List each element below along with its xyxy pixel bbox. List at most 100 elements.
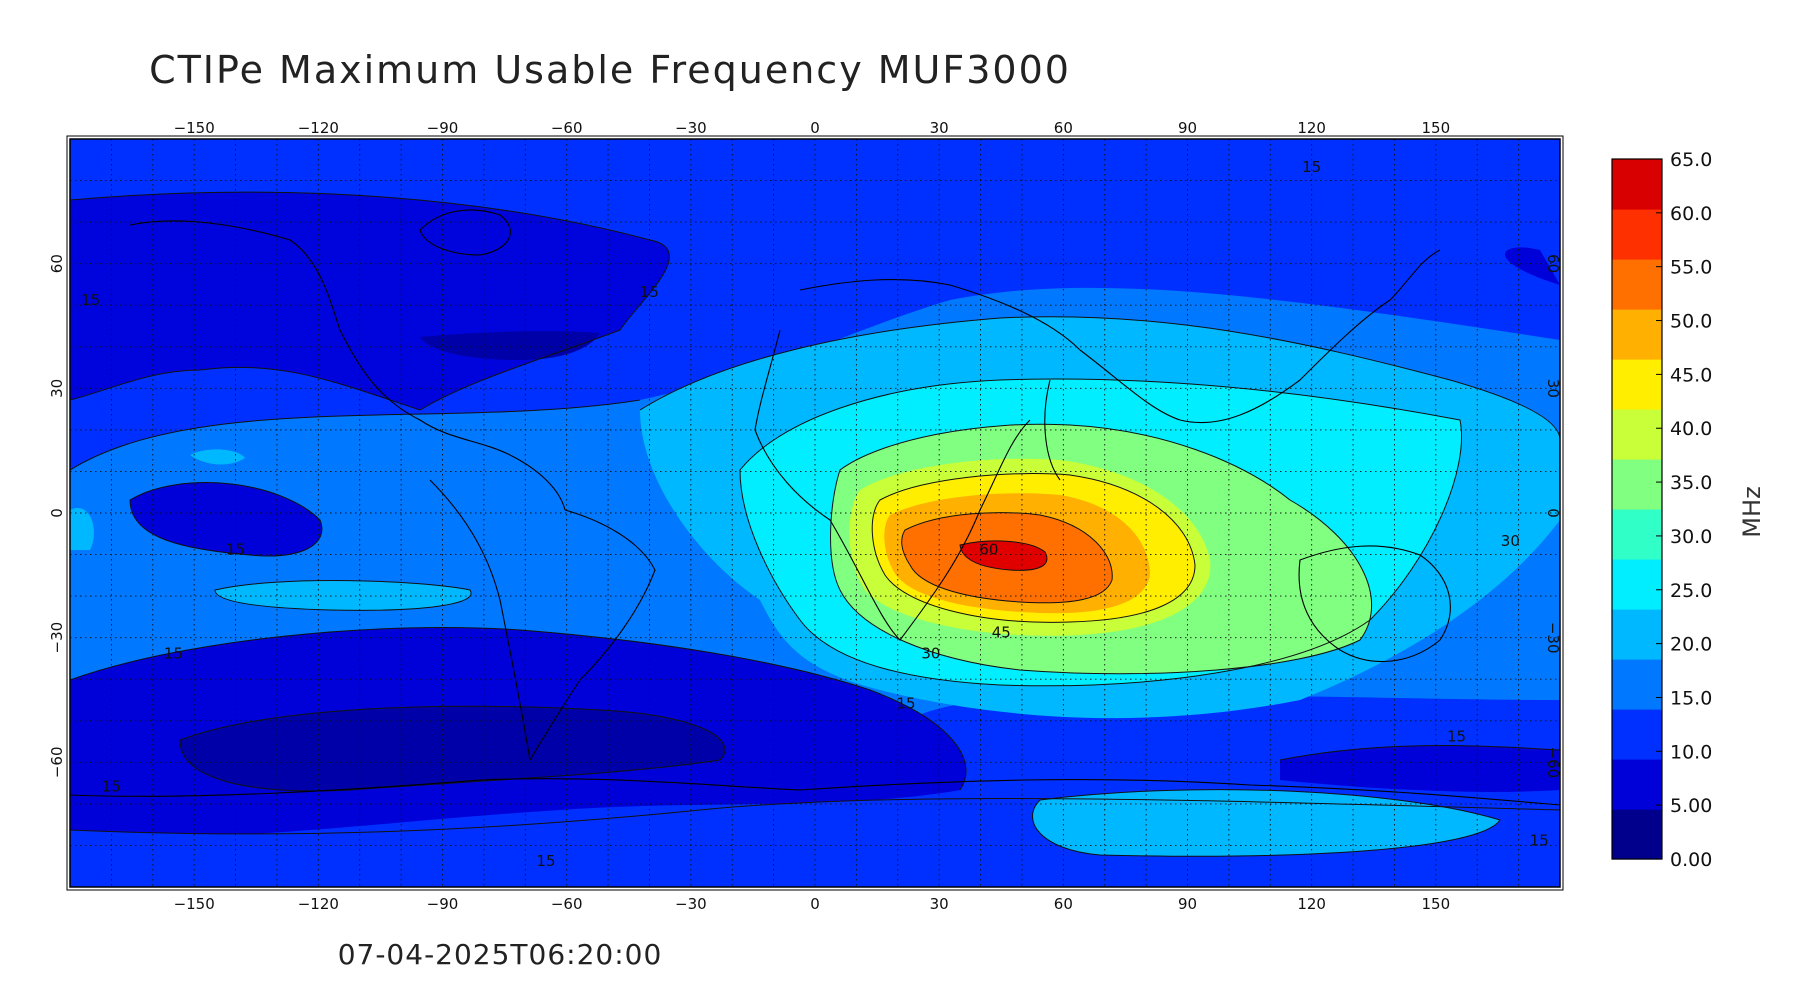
lon-tick-label-bottom: 60 bbox=[1054, 895, 1073, 913]
contour-line bbox=[1279, 745, 1560, 761]
colorbar-segment bbox=[1612, 159, 1662, 210]
lat-tick-label-right: 30 bbox=[1544, 379, 1562, 398]
lat-tick-label-left: 0 bbox=[48, 508, 66, 518]
lon-tick-label-top: −30 bbox=[675, 119, 707, 137]
lon-tick-label-top: 150 bbox=[1422, 119, 1451, 137]
band-pacific-stripe bbox=[215, 580, 472, 611]
colorbar-tick-label: 20.0 bbox=[1670, 634, 1712, 656]
contour-line bbox=[214, 580, 472, 611]
contour-line bbox=[1032, 789, 1501, 857]
lon-tick-label-top: −60 bbox=[551, 119, 583, 137]
contour-line bbox=[70, 626, 967, 791]
lat-tick-label-right: −60 bbox=[1544, 747, 1562, 779]
colorbar-tick-label: 40.0 bbox=[1670, 418, 1712, 440]
contour-line bbox=[129, 482, 323, 557]
timestamp: 07-04-2025T06:20:00 bbox=[337, 938, 663, 971]
lon-tick-label-bottom: 150 bbox=[1422, 895, 1451, 913]
contour-line bbox=[70, 399, 641, 471]
axis-labels: −150 −150 −120 −120 −90 −90 −60 −60 −30 −30 0 0 30 30… bbox=[48, 119, 1562, 913]
colorbar-tick-label: 25.0 bbox=[1670, 580, 1712, 602]
africa-coast bbox=[754, 329, 1031, 641]
contour-line bbox=[959, 540, 1048, 571]
colorbar: 65.0 60.0 55.0 50.0 45.0 40.0 35.0 30.0 25.0 20.0… bbox=[1611, 149, 1766, 871]
contour-line bbox=[830, 423, 1373, 675]
contour-value-label: 15 bbox=[1302, 158, 1321, 176]
colorbar-tick-label: 30.0 bbox=[1670, 526, 1712, 548]
europe-coast bbox=[799, 278, 1081, 351]
contour-line bbox=[739, 378, 1462, 687]
colorbar-unit-label: MHz bbox=[1738, 486, 1766, 537]
contour-line bbox=[901, 512, 1113, 604]
lon-tick-label-bottom: −60 bbox=[551, 895, 583, 913]
colorbar-segment bbox=[1612, 459, 1662, 510]
lat-tick-label-left: −30 bbox=[48, 622, 66, 654]
lon-tick-label-bottom: −150 bbox=[174, 895, 215, 913]
colorbar-frame bbox=[1611, 158, 1663, 860]
lon-tick-label-top: −150 bbox=[174, 119, 215, 137]
band-northeast-low bbox=[1505, 247, 1560, 285]
contour-value-label: 15 bbox=[536, 852, 555, 870]
map-outer-frame bbox=[66, 135, 1564, 891]
colorbar-tick-label: 60.0 bbox=[1670, 203, 1712, 225]
lon-tick-label-bottom: −30 bbox=[675, 895, 707, 913]
colorbar-tick-label: 0.00 bbox=[1670, 849, 1712, 871]
colorbar-segments bbox=[1612, 159, 1662, 860]
colorbar-segment bbox=[1612, 509, 1662, 560]
contour-value-label: 15 bbox=[897, 694, 916, 712]
contour-value-label: 60 bbox=[979, 541, 998, 559]
colorbar-segment bbox=[1612, 409, 1662, 460]
colorbar-tick-label: 45.0 bbox=[1670, 364, 1712, 386]
lat-tick-label-right: 0 bbox=[1544, 508, 1562, 518]
band-pacific-spot bbox=[190, 449, 245, 465]
colorbar-tick-label: 55.0 bbox=[1670, 257, 1712, 279]
band-antarctic-highlight bbox=[1032, 789, 1500, 857]
contour-value-label: 15 bbox=[1447, 728, 1466, 746]
band-north-america-min bbox=[420, 331, 600, 360]
graticule bbox=[70, 139, 1560, 887]
colorbar-segment bbox=[1612, 559, 1662, 610]
colorbar-tick-label: 35.0 bbox=[1670, 472, 1712, 494]
colorbar-tick-label: 15.0 bbox=[1670, 687, 1712, 709]
colorbar-tick-label: 50.0 bbox=[1670, 311, 1712, 333]
colorbar-segment bbox=[1612, 609, 1662, 660]
contour-line bbox=[70, 797, 1560, 835]
contour-value-label: 15 bbox=[164, 644, 183, 662]
colorbar-segment bbox=[1612, 359, 1662, 410]
lat-tick-label-left: 30 bbox=[48, 379, 66, 398]
colorbar-segment bbox=[1612, 659, 1662, 710]
colorbar-segment bbox=[1612, 709, 1662, 760]
contour-lines bbox=[70, 191, 1560, 857]
colorbar-segment bbox=[1612, 759, 1662, 810]
colorbar-segment bbox=[1612, 309, 1662, 360]
contour-value-label: 15 bbox=[102, 777, 121, 795]
south-america-west-coast bbox=[429, 479, 531, 761]
greenland-coast bbox=[419, 209, 511, 256]
asia-coast bbox=[1079, 249, 1441, 424]
lon-tick-label-bottom: 120 bbox=[1297, 895, 1326, 913]
lon-tick-label-top: −120 bbox=[298, 119, 339, 137]
colorbar-segment bbox=[1612, 809, 1662, 860]
lon-tick-label-bottom: 90 bbox=[1178, 895, 1197, 913]
lon-tick-label-top: 90 bbox=[1178, 119, 1197, 137]
lon-tick-label-top: 0 bbox=[810, 119, 820, 137]
lon-tick-label-bottom: 30 bbox=[930, 895, 949, 913]
band-pacific-low bbox=[130, 482, 322, 556]
lat-tick-label-left: −60 bbox=[48, 747, 66, 779]
colorbar-tick-label: 65.0 bbox=[1670, 149, 1712, 171]
colorbar-segment bbox=[1612, 209, 1662, 260]
lat-tick-label-right: 60 bbox=[1544, 254, 1562, 273]
lat-tick-label-right: −30 bbox=[1544, 622, 1562, 654]
chart-title: CTIPe Maximum Usable Frequency MUF3000 bbox=[149, 48, 1071, 92]
australia-coast bbox=[1298, 545, 1451, 662]
contour-line bbox=[871, 473, 1196, 623]
band-southern-min bbox=[180, 706, 725, 791]
colorbar-tick-label: 10.0 bbox=[1670, 741, 1712, 763]
lon-tick-label-top: 120 bbox=[1297, 119, 1326, 137]
contour-value-label: 15 bbox=[226, 541, 245, 559]
lon-tick-label-bottom: −120 bbox=[298, 895, 339, 913]
contour-labels: 15 15 15 15 15 15 15 15 15 15 30 30 45 60 bbox=[81, 158, 1549, 870]
lat-tick-label-left: 60 bbox=[48, 254, 66, 273]
map-frame bbox=[69, 138, 1561, 888]
lon-tick-label-top: −90 bbox=[427, 119, 459, 137]
